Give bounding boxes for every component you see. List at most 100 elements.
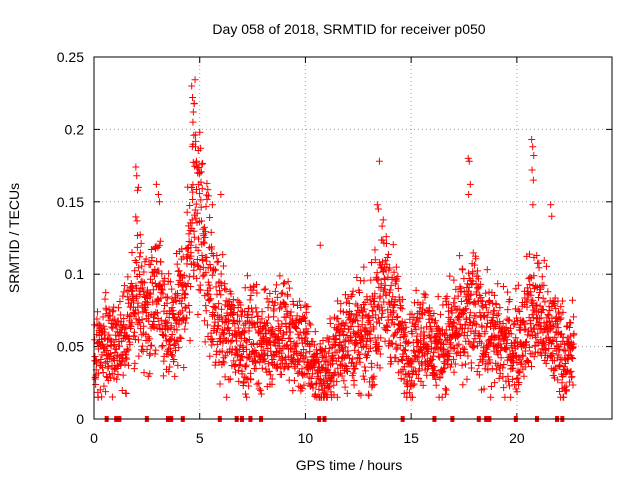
- data-point: [115, 304, 123, 312]
- data-point: [316, 369, 324, 377]
- data-point: [330, 381, 338, 389]
- data-point: [126, 341, 134, 349]
- data-point: [243, 393, 251, 401]
- data-point: [292, 324, 300, 332]
- data-point: [376, 350, 384, 358]
- data-point: [529, 143, 537, 151]
- data-point: [189, 118, 197, 126]
- data-point: [368, 306, 376, 314]
- data-point: [356, 288, 364, 296]
- data-point: [189, 188, 197, 196]
- data-point: [186, 202, 194, 210]
- data-point: [288, 344, 296, 352]
- data-point: [185, 230, 193, 238]
- data-point: [431, 366, 439, 374]
- data-point: [411, 322, 419, 330]
- data-point: [416, 365, 424, 373]
- data-point: [142, 308, 150, 316]
- data-point: [199, 263, 207, 271]
- data-point: [228, 310, 236, 318]
- data-point: [207, 295, 215, 303]
- data-point: [509, 357, 517, 365]
- data-point: [394, 272, 402, 280]
- data-point: [363, 352, 371, 360]
- data-point: [162, 294, 170, 302]
- data-point: [566, 319, 574, 326]
- data-point: [206, 261, 214, 269]
- data-point: [457, 297, 465, 305]
- data-point: [217, 305, 225, 313]
- data-point: [160, 331, 168, 339]
- data-point: [551, 333, 559, 341]
- data-point: [190, 266, 198, 274]
- data-point: [490, 307, 498, 315]
- data-point: [448, 323, 456, 331]
- data-point: [319, 377, 327, 385]
- data-point: [241, 307, 249, 315]
- data-point: [243, 354, 251, 362]
- data-point: [131, 359, 139, 367]
- data-point: [233, 337, 241, 345]
- data-point: [497, 340, 505, 348]
- data-point: [325, 335, 333, 343]
- data-point: [196, 128, 204, 136]
- data-point: [549, 350, 557, 358]
- data-point: [115, 342, 123, 350]
- data-point: [375, 319, 383, 327]
- data-point: [258, 315, 266, 323]
- data-point: [370, 302, 378, 310]
- data-point: [393, 277, 401, 285]
- data-point: [333, 393, 341, 401]
- data-point: [200, 223, 208, 231]
- data-point: [372, 339, 380, 347]
- data-point: [396, 297, 404, 305]
- data-point: [568, 296, 576, 304]
- data-point: [140, 279, 148, 287]
- data-point: [228, 336, 236, 344]
- data-point: [382, 233, 390, 241]
- data-point: [389, 315, 397, 323]
- data-point: [343, 331, 351, 339]
- data-point: [148, 254, 156, 262]
- data-point: [181, 291, 189, 299]
- data-point: [283, 341, 291, 349]
- data-point: [412, 352, 420, 360]
- data-point: [159, 372, 167, 380]
- data-point: [212, 304, 220, 312]
- data-point: [209, 337, 217, 345]
- data-point: [428, 327, 436, 335]
- data-point: [370, 381, 378, 389]
- data-point: [548, 351, 556, 359]
- data-point: [124, 346, 132, 354]
- data-point: [541, 341, 549, 349]
- data-point: [493, 342, 501, 350]
- data-point: [398, 305, 406, 313]
- data-point: [158, 285, 166, 293]
- data-point: [366, 344, 374, 352]
- data-point: [425, 304, 433, 312]
- data-point: [483, 266, 491, 274]
- data-point: [439, 368, 447, 376]
- data-point: [216, 380, 224, 388]
- data-point: [152, 180, 160, 188]
- data-point: [157, 258, 165, 266]
- data-point: [117, 361, 125, 369]
- data-point: [177, 334, 185, 342]
- data-point: [510, 321, 518, 329]
- data-point: [168, 352, 176, 360]
- data-point: [473, 342, 481, 350]
- data-point: [119, 292, 127, 300]
- data-point: [515, 369, 523, 377]
- data-point: [476, 332, 484, 340]
- data-point: [348, 310, 356, 318]
- data-point: [196, 286, 204, 294]
- data-point: [199, 272, 207, 280]
- data-point: [568, 373, 576, 381]
- data-point: [119, 371, 127, 379]
- data-point: [264, 304, 272, 312]
- data-point: [488, 365, 496, 373]
- data-point: [222, 286, 230, 294]
- data-point: [146, 293, 154, 301]
- data-point: [273, 293, 281, 301]
- data-point: [546, 326, 554, 334]
